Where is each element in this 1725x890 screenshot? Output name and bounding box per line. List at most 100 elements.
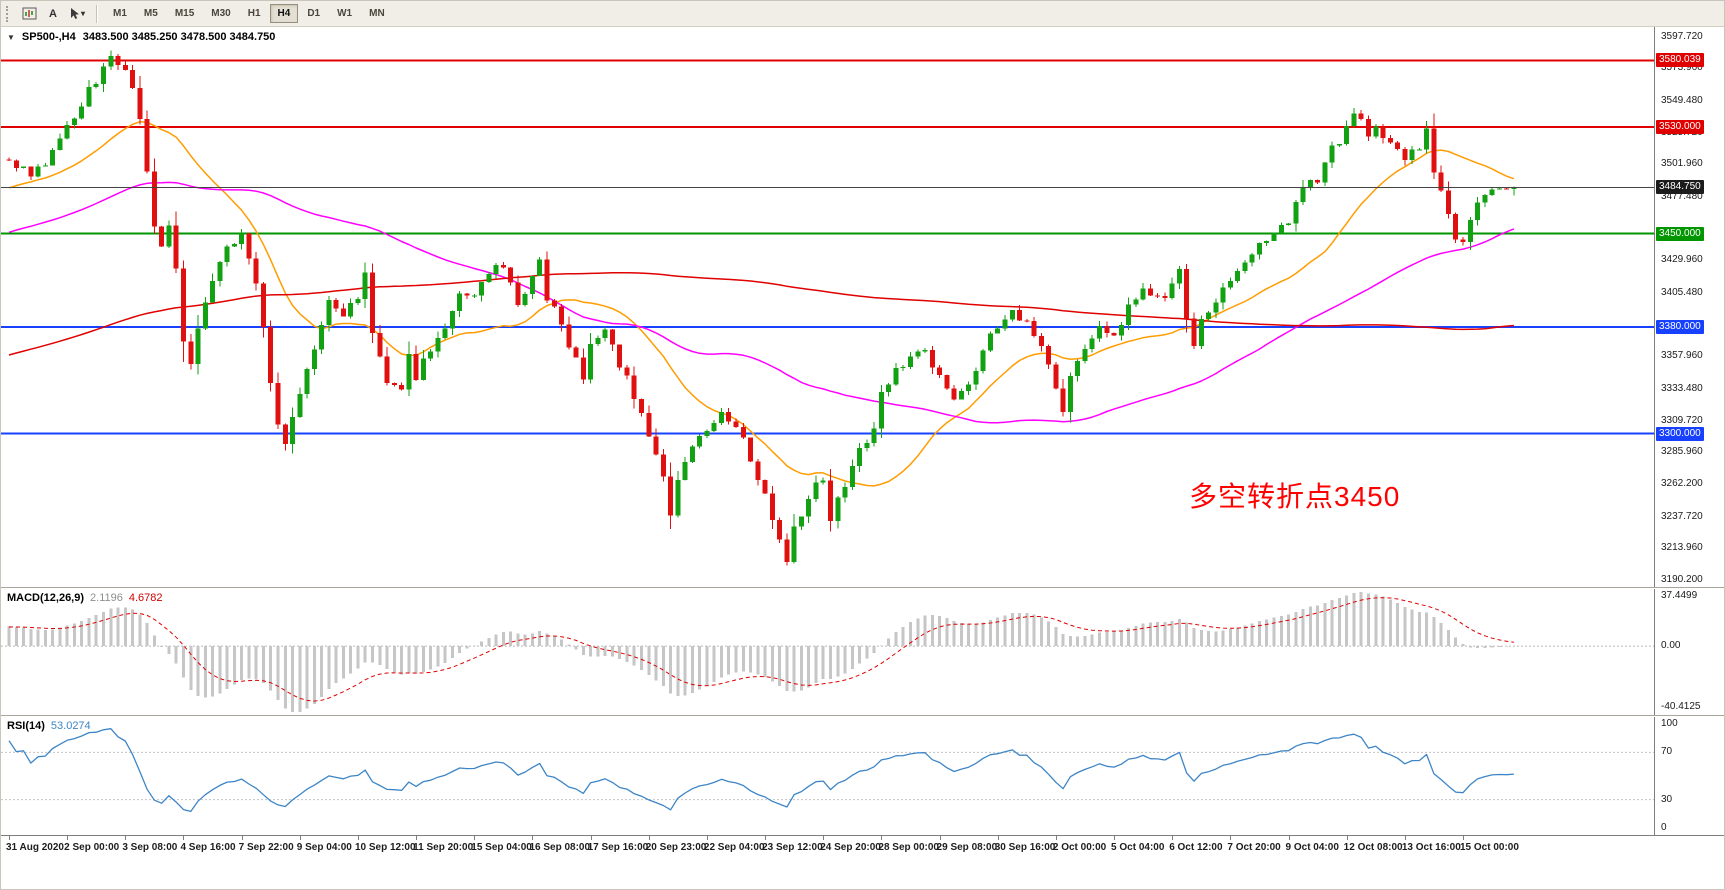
time-label: 11 Sep 20:00 [413,842,474,853]
symbol-period-label: SP500-,H4 [21,31,76,43]
macd-main-value: 2.1196 [90,592,123,604]
macd-axis[interactable]: 37.4499 0.00 -40.4125 [1654,589,1724,715]
time-label: 4 Sep 16:00 [180,842,236,853]
time-tick [1172,836,1174,840]
time-label: 5 Oct 04:00 [1111,842,1165,853]
chart-window-icon [22,7,36,20]
time-tick [881,836,883,840]
time-label: 31 Aug 2020 [6,842,64,853]
toolbar-separator [96,4,97,23]
price-line-badge: 3530.000 [1656,120,1704,134]
time-tick [125,836,127,840]
time-label: 24 Sep 20:00 [820,842,881,853]
time-tick [532,836,534,840]
ohlc-values: 3483.500 3485.250 3478.500 3484.750 [82,31,276,43]
macd-tick-label: 0.00 [1661,640,1681,652]
time-label: 3 Sep 08:00 [122,842,178,853]
price-tick-label: 3477.480 [1661,191,1703,203]
macd-signal-line [9,597,1514,702]
time-label: 17 Sep 16:00 [587,842,649,853]
time-tick [997,836,999,840]
time-label: 20 Sep 23:00 [645,842,707,853]
timeframe-h1[interactable]: H1 [240,4,269,23]
macd-signal-value: 4.6782 [128,592,163,604]
time-label: 10 Sep 12:00 [354,842,416,853]
time-tick [1346,836,1348,840]
time-axis[interactable]: 31 Aug 2020 2 Sep 00:00 3 Sep 08:00 4 Sep 1… [1,835,1724,889]
cursor-tool-button[interactable]: ▾ [66,4,88,24]
font-a-button[interactable]: A [42,4,64,24]
price-line-badge: 3450.000 [1656,226,1704,241]
time-tick [765,836,767,840]
ma-line-fast [8,121,1515,487]
ma-line-mid [8,181,1515,424]
price-tick-label: 3405.480 [1661,287,1703,299]
rsi-tick-label: 70 [1661,746,1673,758]
macd-plot[interactable] [1,589,1654,715]
rsi-tick-label: 100 [1661,718,1678,729]
timeframe-m5[interactable]: M5 [136,4,166,23]
time-label: 6 Oct 12:00 [1169,842,1223,853]
price-tick-label: 3357.960 [1661,350,1703,362]
time-tick [1463,836,1464,840]
main-chart-plot[interactable] [1,27,1654,587]
rsi-axis[interactable]: 100 70 30 0 [1654,717,1724,835]
time-tick [416,836,418,840]
price-tick-label: 3597.720 [1661,30,1703,42]
price-tick-label: 3549.480 [1661,95,1703,107]
macd-panel[interactable]: MACD(12,26,9) 2.1196 4.6782 37.4499 0.00 -… [1,589,1724,715]
time-tick [939,836,941,840]
time-label: 15 Sep 04:00 [471,842,532,853]
time-tick [648,836,650,840]
chart-window-button[interactable] [18,4,40,24]
timeframe-h4[interactable]: H4 [269,4,299,23]
rsi-panel[interactable]: RSI(14) 53.0274 100 70 30 0 [1,717,1724,835]
time-tick [67,836,69,840]
time-label: 9 Oct 04:00 [1285,842,1339,853]
time-tick [1230,836,1232,840]
chart-region: ▼ SP500-,H4 3483.500 3485.250 3478.500 3… [1,27,1724,889]
time-label: 2 Sep 00:00 [64,842,120,853]
chart-annotation-text[interactable]: 多空转折点3450 [1189,481,1401,512]
timeframe-m1[interactable]: M1 [105,4,135,23]
timeframe-m15[interactable]: M15 [167,4,202,23]
time-tick [590,836,592,840]
time-label: 30 Sep 16:00 [994,842,1056,853]
ma-line-slow [8,271,1514,356]
timeframe-mn[interactable]: MN [361,4,393,23]
rsi-title: RSI(14) [7,720,45,732]
time-label: 16 Sep 08:00 [529,842,591,853]
time-tick [706,836,708,840]
time-tick [1114,836,1116,840]
horizontal-lines[interactable] [1,59,1654,435]
current-price-badge: 3484.750 [1656,180,1704,195]
rsi-line [8,728,1514,813]
time-label: 7 Sep 22:00 [238,842,294,853]
price-tick-label: 3573.960 [1661,62,1703,74]
time-tick [474,836,476,840]
time-label: 28 Sep 00:00 [878,842,939,853]
timeframe-w1[interactable]: W1 [329,4,360,23]
timeframe-d1[interactable]: D1 [299,4,328,23]
time-label: 29 Sep 08:00 [936,842,998,853]
price-tick-label: 3429.960 [1661,254,1703,266]
macd-histogram [7,592,1516,712]
dropdown-arrow-icon: ▾ [80,9,85,18]
panel-separator[interactable] [1,587,1724,589]
price-tick-label: 3262.200 [1661,478,1703,490]
price-axis[interactable]: 3597.7203573.9603549.4803525.7203501.960… [1654,27,1724,587]
main-chart-panel[interactable]: ▼ SP500-,H4 3483.500 3485.250 3478.500 3… [1,27,1724,587]
price-tick-label: 3237.720 [1661,510,1703,522]
rsi-value: 53.0274 [50,720,91,732]
rsi-tick-label: 30 [1661,793,1673,805]
time-label: 13 Oct 16:00 [1401,842,1461,853]
collapse-arrow-icon[interactable]: ▼ [7,32,15,42]
time-tick [1404,836,1406,840]
time-label: 2 Oct 00:00 [1052,842,1107,853]
toolbar-grip[interactable] [6,5,11,22]
price-tick-label: 3285.960 [1661,446,1703,458]
panel-separator[interactable] [1,715,1724,717]
rsi-plot[interactable] [1,717,1654,835]
time-tick [1288,836,1290,840]
timeframe-m30[interactable]: M30 [203,4,238,23]
